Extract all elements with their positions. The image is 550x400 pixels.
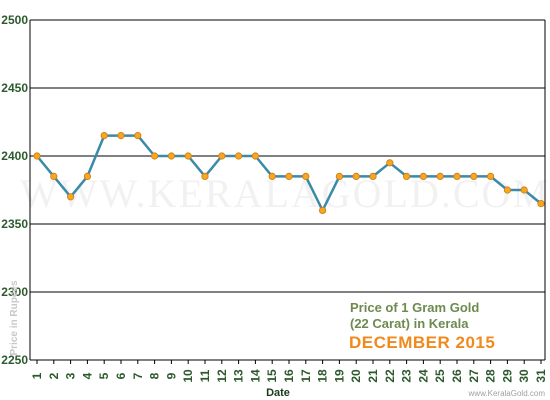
x-tick-label: 16: [282, 369, 296, 383]
y-tick-label: 2400: [1, 149, 28, 163]
data-point: [402, 172, 411, 180]
x-tick-label: 19: [332, 369, 346, 383]
data-point: [335, 172, 343, 180]
x-tick-label: 26: [450, 369, 464, 383]
watermark-layer: WWW.KERALAGOLD.COM: [20, 171, 550, 216]
x-axis-label: Date: [266, 387, 290, 399]
data-point: [352, 172, 360, 180]
x-tick-label: 29: [500, 369, 514, 383]
x-tick-label: 13: [232, 369, 246, 383]
data-point: [386, 159, 394, 167]
site-credit: www.KeralaGold.com: [468, 389, 546, 398]
grid-layer: [29, 19, 546, 361]
x-tick-label: 23: [400, 369, 414, 383]
x-tick-label: 3: [64, 372, 78, 379]
data-point: [50, 172, 58, 180]
data-point: [167, 152, 175, 160]
x-tick-label: 1: [30, 372, 44, 379]
x-tick-label: 11: [198, 369, 212, 382]
data-point: [218, 152, 226, 160]
x-tick-label: 17: [299, 369, 313, 383]
x-tick-label: 24: [416, 369, 430, 383]
data-point: [235, 152, 243, 160]
x-tick-label: 10: [181, 369, 195, 383]
data-point: [486, 172, 495, 180]
x-tick-label: 9: [164, 372, 178, 379]
x-tick-label: 15: [265, 369, 279, 383]
x-tick-label: 18: [316, 369, 330, 383]
watermark: WWW.KERALAGOLD.COM: [20, 171, 550, 216]
chart-annotation: Price of 1 Gram Gold (22 Carat) in Keral…: [349, 300, 495, 352]
x-tick-label: 4: [80, 372, 94, 379]
data-point: [369, 172, 377, 180]
x-tick-label: 12: [215, 369, 229, 383]
data-point: [520, 186, 528, 194]
data-point: [83, 172, 92, 180]
data-point: [251, 152, 259, 160]
y-tick-label: 2300: [1, 285, 28, 299]
data-point: [470, 172, 478, 180]
x-tick-label: 8: [148, 372, 162, 379]
x-tick-label: 25: [433, 369, 447, 383]
y-tick-label: 2500: [1, 13, 28, 27]
x-tick-label: 5: [97, 372, 111, 379]
data-point: [318, 206, 327, 214]
data-point: [285, 172, 293, 180]
data-point: [117, 132, 125, 140]
x-tick-label: 30: [517, 369, 531, 383]
y-tick-label: 2350: [1, 217, 28, 231]
x-tick-label: 27: [467, 369, 481, 383]
data-point: [419, 172, 427, 180]
x-tick-label: 14: [248, 369, 262, 383]
data-point: [453, 172, 461, 180]
data-point: [151, 152, 159, 160]
chart-subtitle: DECEMBER 2015: [349, 333, 495, 352]
data-point: [302, 172, 310, 180]
data-point: [100, 132, 108, 140]
chart-title-line2: (22 Carat) in Kerala: [350, 316, 469, 331]
data-point: [134, 132, 142, 140]
data-point: [184, 152, 192, 160]
series-layer: [33, 132, 545, 214]
y-axis-label: Price in Rupees: [9, 280, 20, 355]
x-tick-label: 21: [366, 369, 380, 383]
x-tick-label: 7: [131, 372, 145, 379]
data-point: [33, 152, 41, 160]
chart-title-line1: Price of 1 Gram Gold: [350, 300, 479, 315]
x-tick-label: 20: [349, 369, 363, 383]
x-tick-label: 28: [484, 369, 498, 383]
data-point: [503, 186, 511, 194]
x-tick-label: 6: [114, 372, 128, 379]
data-point: [67, 193, 75, 201]
x-tick-label: 31: [534, 369, 548, 383]
data-point: [436, 172, 444, 180]
data-point: [201, 172, 209, 180]
y-tick-label: 2450: [1, 81, 28, 95]
x-tick-label: 2: [47, 372, 61, 379]
data-point: [268, 172, 276, 180]
y-axis-ticks: 2250 2300 2350 2400 2450 2500: [1, 13, 28, 367]
y-tick-label: 2250: [1, 353, 28, 367]
x-axis-ticks: 1 2 3 4 5 6 7 8 9 10 11 12 13 14 15 16 17 18 19 20 21 22 23 24 2…: [30, 360, 548, 383]
x-tick-label: 22: [383, 369, 397, 383]
data-point: [537, 200, 545, 208]
